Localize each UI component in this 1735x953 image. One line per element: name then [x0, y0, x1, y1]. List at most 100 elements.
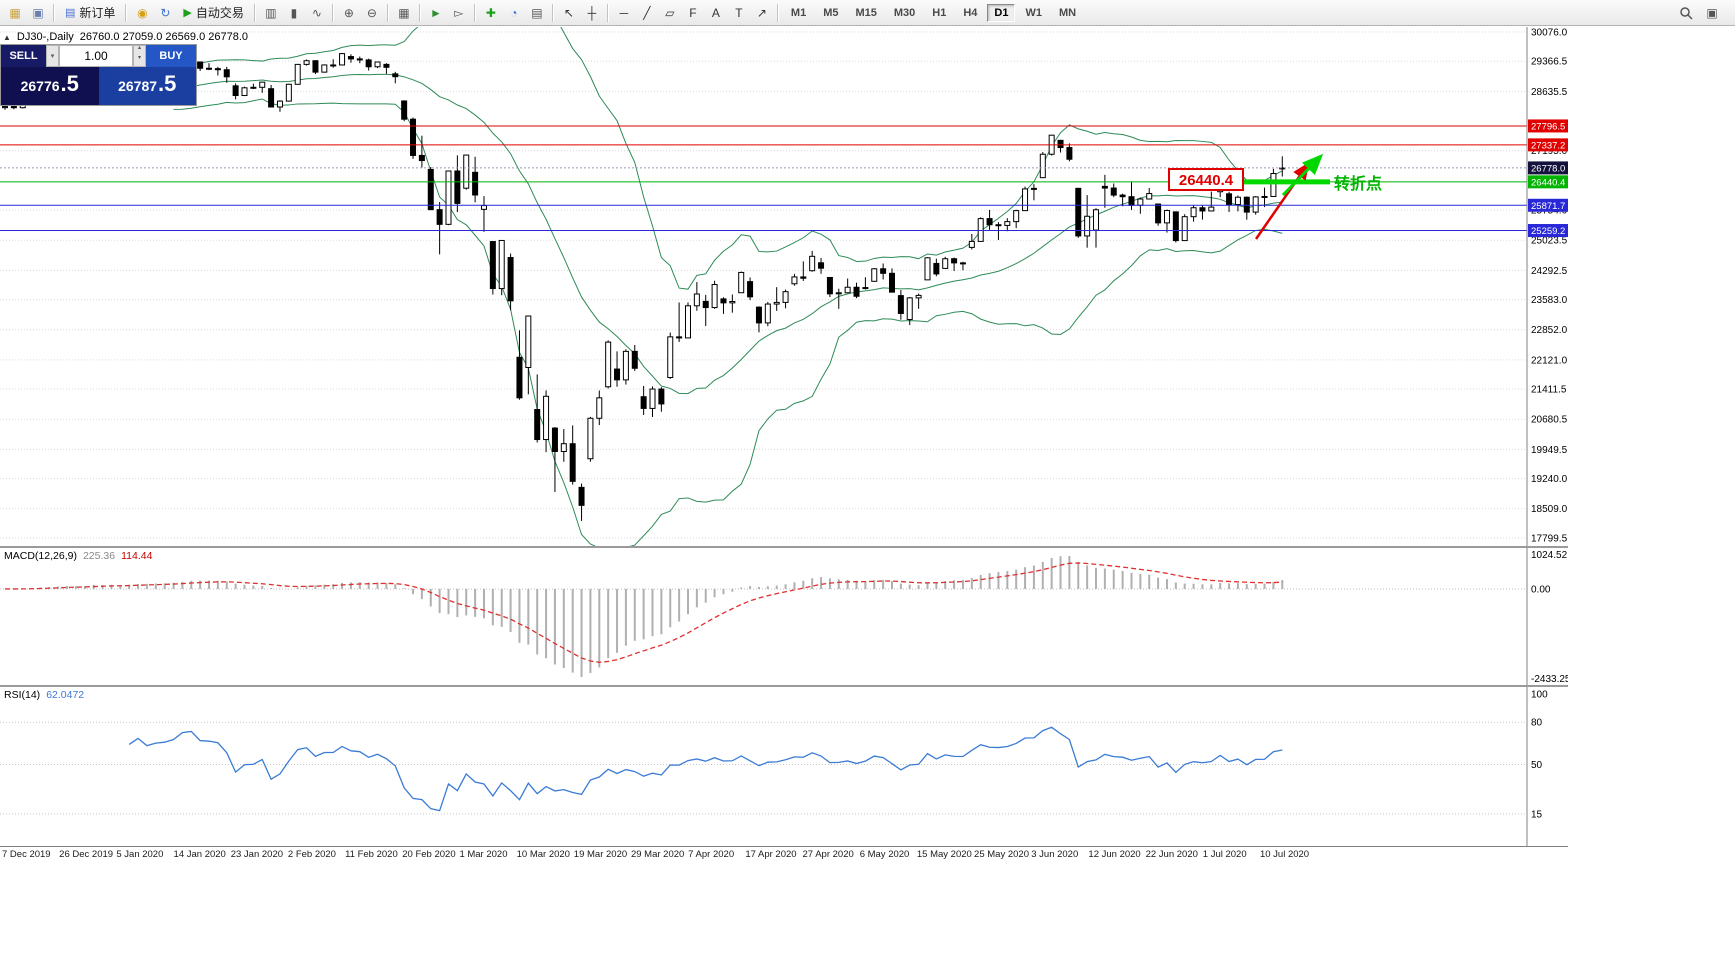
zoom-in-icon[interactable]: ⊕: [343, 5, 354, 20]
price-chart[interactable]: 26440.4 转折点 30076.0 29366.5 28635.5 27195.0 25…: [0, 27, 1568, 546]
time-axis: 7 Dec 2019 26 Dec 2019 5 Jan 2020 14 Jan 20…: [0, 847, 1568, 863]
timeframe-m1-button[interactable]: M1: [790, 6, 807, 19]
candlestick-chart-icon[interactable]: ▮: [290, 5, 298, 20]
toolbar-separator: [776, 3, 779, 22]
text-icon[interactable]: A: [711, 5, 720, 20]
chart-ohlc-values: 26760.0 27059.0 26569.0 26778.0: [79, 31, 248, 43]
zoom-out-icon[interactable]: ⊖: [366, 5, 377, 20]
price-gridlines: [0, 31, 1527, 539]
date-label: 7 Dec 2019: [2, 849, 51, 860]
crosshair-icon[interactable]: ┼: [587, 5, 597, 20]
price-tags: 27796.5 27337.2 26440.4 25871.7 25259.2 26778…: [1528, 119, 1568, 238]
buy-price-main: 26787: [118, 78, 158, 94]
buy-button[interactable]: BUY: [146, 45, 196, 67]
macd-axis-label: -2433.25: [1531, 674, 1568, 685]
macd-axis-label: 0.00: [1531, 584, 1551, 595]
time-axis-separator: [0, 846, 1568, 847]
timeframe-m5-button[interactable]: M5: [823, 6, 839, 19]
timeframe-h4-button[interactable]: H4: [963, 6, 978, 19]
timeframe-w1-button[interactable]: W1: [1025, 6, 1042, 19]
date-label: 15 May 2020: [916, 849, 972, 860]
timeframe-h1-button[interactable]: H1: [932, 6, 947, 19]
bar-chart-icon[interactable]: ▥: [265, 5, 277, 20]
line-chart-icon[interactable]: ∿: [311, 5, 322, 20]
timeframe-d1-button[interactable]: D1: [987, 3, 1016, 22]
trendline-icon[interactable]: ╱: [643, 5, 651, 20]
date-label: 26 Dec 2019: [59, 849, 114, 860]
chart-shift-icon[interactable]: ▻: [454, 5, 464, 20]
date-label: 20 Feb 2020: [402, 849, 456, 860]
toolbar-separator: [125, 3, 128, 22]
svg-text:28635.5: 28635.5: [1531, 87, 1568, 98]
autotrading-button[interactable]: ▶ 自动交易: [177, 3, 249, 23]
date-label: 1 Mar 2020: [459, 849, 508, 860]
toolbar-separator: [606, 3, 609, 22]
tile-windows-icon[interactable]: ▦: [398, 5, 410, 20]
refresh-icon[interactable]: ↻: [160, 5, 171, 20]
timeframe-m30-button[interactable]: M30: [893, 6, 916, 19]
arrow-tools-icon[interactable]: ↗: [756, 5, 767, 20]
svg-text:26440.4: 26440.4: [1531, 177, 1565, 188]
price-callout[interactable]: 26440.4: [1168, 168, 1244, 191]
svg-text:27195.0: 27195.0: [1531, 146, 1568, 157]
bollinger-lower-band: [173, 98, 1283, 546]
panel-separator[interactable]: [0, 685, 1568, 687]
chart-profiles-icon[interactable]: ▣: [32, 5, 44, 20]
volume-dropdown[interactable]: ▾: [46, 45, 59, 67]
buy-price[interactable]: 26787 .5: [98, 67, 196, 105]
rsi-panel[interactable]: 100 80 50 15: [0, 687, 1568, 846]
label-icon[interactable]: T: [735, 5, 743, 20]
market-watch-icon[interactable]: ◉: [137, 5, 148, 20]
svg-text:25871.7: 25871.7: [1531, 201, 1565, 212]
fibonacci-icon[interactable]: F: [689, 5, 697, 20]
sell-price[interactable]: 26776 .5: [1, 67, 99, 105]
date-label: 7 Apr 2020: [688, 849, 735, 860]
sell-price-frac: .5: [60, 71, 79, 96]
search-icon-glyph: [1680, 7, 1693, 20]
svg-text:25259.2: 25259.2: [1531, 226, 1565, 237]
toolbar-separator: [473, 3, 476, 22]
date-label: 12 Jun 2020: [1088, 849, 1141, 860]
rsi-value: 62.0472: [46, 689, 85, 701]
toolbox-icon[interactable]: ▣: [1706, 6, 1718, 20]
panel-separator[interactable]: [0, 546, 1568, 548]
timeframe-m15-button[interactable]: M15: [855, 6, 877, 19]
candlesticks: [2, 52, 1286, 521]
macd-axis-label: 1024.52: [1531, 550, 1568, 561]
svg-text:29366.5: 29366.5: [1531, 57, 1568, 68]
indicators-icon[interactable]: ✚: [485, 5, 496, 20]
svg-text:26440.4: 26440.4: [1179, 172, 1234, 189]
templates-icon[interactable]: ▤: [531, 5, 543, 20]
rsi-line: [128, 726, 1283, 812]
toolbar-right: ▣: [1675, 3, 1729, 23]
toolbar-separator: [253, 3, 256, 22]
bollinger-middle-band: [173, 73, 1283, 395]
collapse-panel-icon[interactable]: ▲: [3, 32, 11, 42]
green-trend-arrow[interactable]: [1281, 153, 1324, 197]
date-label: 5 Jan 2020: [116, 849, 164, 860]
toolbar: ▦ ▣ ▤ 新订单 ◉ ↻ ▶ 自动交易 ▥ ▮ ∿ ⊕ ⊖ ▦ ► ▻ ✚ ◔ ▤ ↖ ┼ ─ ╱ ▱ F A T ↗ M1 M5 M15…: [0, 0, 1735, 26]
new-order-button-label: 新订单: [79, 6, 116, 20]
svg-text:18509.0: 18509.0: [1531, 504, 1568, 515]
svg-text:22852.0: 22852.0: [1531, 325, 1568, 336]
equidistant-channel-icon[interactable]: ▱: [665, 5, 675, 20]
new-chart-icon[interactable]: ▦: [9, 5, 21, 20]
macd-panel[interactable]: 1024.52 0.00 -2433.25: [0, 548, 1568, 685]
date-label: 10 Jul 2020: [1259, 849, 1310, 860]
svg-text:27796.5: 27796.5: [1531, 121, 1565, 132]
volume-input[interactable]: [59, 45, 133, 67]
rsi-axis-label: 80: [1531, 718, 1543, 729]
auto-scroll-icon[interactable]: ►: [429, 5, 442, 20]
date-label: 2 Feb 2020: [287, 849, 336, 860]
cursor-icon[interactable]: ↖: [563, 5, 574, 20]
price-axis-labels: 30076.029366.528635.527195.025754.025023…: [1531, 27, 1568, 544]
turning-point-label: 转折点: [1334, 174, 1382, 193]
volume-stepper[interactable]: ▴ ▾: [133, 45, 146, 67]
sell-button[interactable]: SELL: [1, 45, 46, 67]
new-order-button[interactable]: ▤ 新订单: [59, 3, 121, 23]
horizontal-line-icon[interactable]: ─: [619, 5, 629, 20]
timeframe-mn-button[interactable]: MN: [1058, 6, 1077, 19]
search-icon[interactable]: [1675, 3, 1697, 23]
periods-icon[interactable]: ◔: [510, 5, 518, 20]
toolbar-separator: [551, 3, 554, 22]
